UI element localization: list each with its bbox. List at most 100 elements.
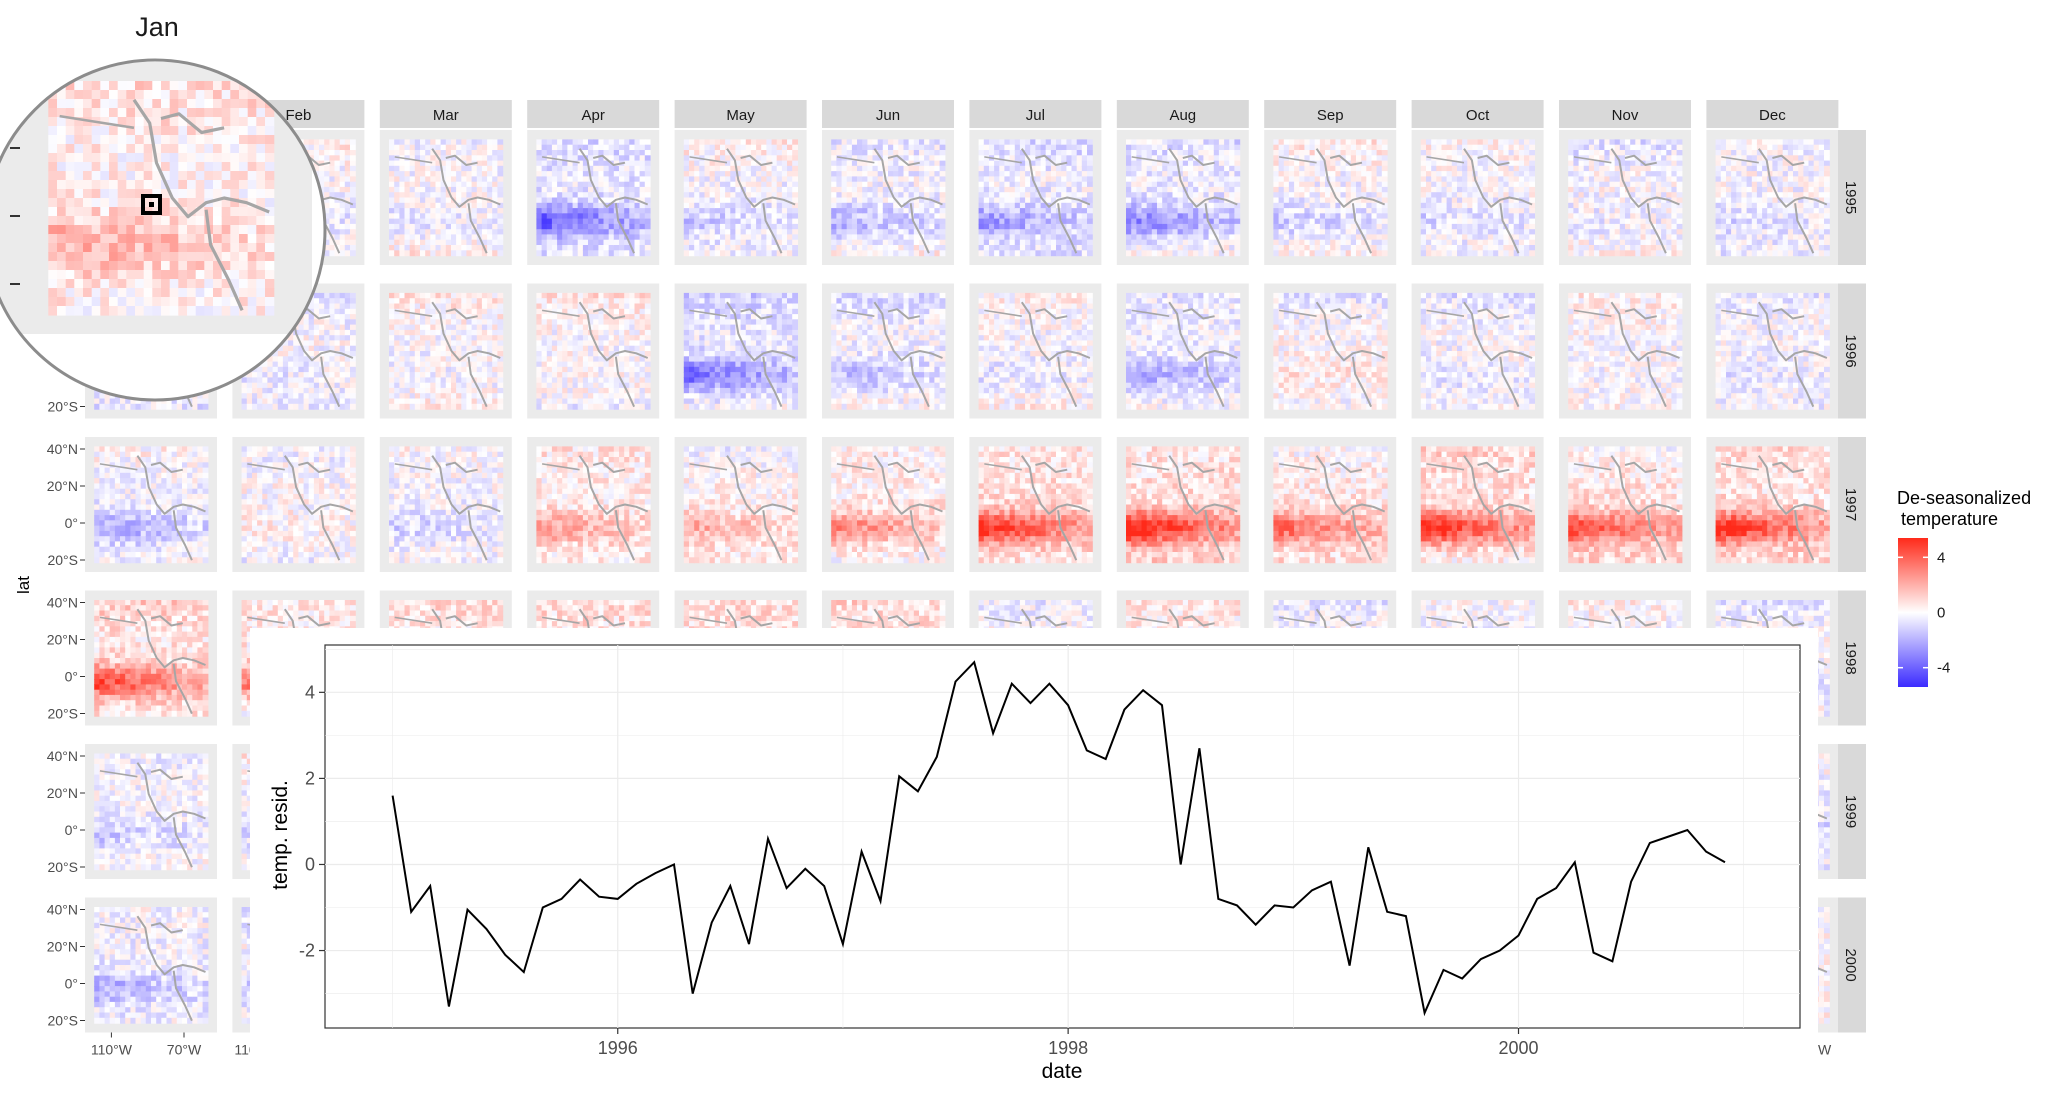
month-strip-oct: Oct [1412, 100, 1544, 128]
year-strip-label: 1995 [1842, 181, 1859, 214]
facet-panel-nov-1995 [1559, 130, 1691, 265]
lat-tick-label: 20°S [47, 399, 78, 415]
year-strip-1995: 1995 [1838, 130, 1866, 265]
month-strip-label: May [726, 107, 755, 124]
year-strip-2000: 2000 [1838, 898, 1866, 1033]
year-strip-1996: 1996 [1838, 284, 1866, 419]
facet-panel-oct-1995 [1412, 130, 1544, 265]
facet-panel-sep-1997 [1264, 437, 1396, 572]
month-strip-jul: Jul [969, 100, 1101, 128]
facet-panel-jun-1995 [822, 130, 954, 265]
year-strip-label: 1998 [1842, 641, 1859, 674]
lat-tick-label: 0° [65, 822, 78, 838]
year-strip-label: 1997 [1842, 488, 1859, 521]
month-strip-may: May [675, 100, 807, 128]
legend-tick-label: 0 [1937, 605, 1945, 622]
lat-tick-label: 20°N [47, 632, 78, 648]
facet-panel-dec-1996 [1706, 284, 1838, 419]
timeseries-chart: 1996 1998 2000 420-2 date temp. resid. [250, 628, 1818, 1091]
lon-tick-label: 70°W [167, 1042, 202, 1058]
facet-panel-may-1997 [675, 437, 807, 572]
lat-tick-label: 40°N [47, 902, 78, 918]
facet-panel-aug-1997 [1117, 437, 1249, 572]
month-strip-nov: Nov [1559, 100, 1691, 128]
year-strip-label: 1999 [1842, 795, 1859, 828]
month-strip-label: Nov [1612, 107, 1639, 124]
month-strip-mar: Mar [380, 100, 512, 128]
lat-tick-label: 20°S [47, 706, 78, 722]
lat-tick-label: 20°S [47, 552, 78, 568]
facet-panel-jun-1997 [822, 437, 954, 572]
lat-tick-label: 0° [65, 669, 78, 685]
lat-tick-label: 20°S [47, 1013, 78, 1029]
facet-panel-jan-1997 [85, 437, 217, 572]
facet-panel-nov-1996 [1559, 284, 1691, 419]
month-strip-label: Dec [1759, 107, 1786, 124]
facet-panel-jul-1995 [969, 130, 1101, 265]
month-strip-label: Apr [582, 107, 605, 124]
lat-tick-label: 40°N [47, 441, 78, 457]
month-strip-jun: Jun [822, 100, 954, 128]
legend-tick-label: 4 [1937, 549, 1945, 566]
facet-panel-aug-1996 [1117, 284, 1249, 419]
facet-panel-nov-1997 [1559, 437, 1691, 572]
facet-panel-feb-1997 [232, 437, 364, 572]
facet-panel-jan-2000 [85, 898, 217, 1033]
zoom-title: Jan [135, 12, 179, 42]
legend-tick-label: -4 [1937, 660, 1950, 677]
legend: De-seasonalized temperature 4 0 -4 [1897, 488, 2031, 687]
lon-tick-label-partial-right: W [1818, 1042, 1832, 1058]
facet-panel-jan-1999 [85, 744, 217, 879]
timeseries-x-tick-label: 1998 [1048, 1038, 1088, 1058]
month-strip-sep: Sep [1264, 100, 1396, 128]
year-strip-1999: 1999 [1838, 744, 1866, 879]
timeseries-x-tick-label: 1996 [598, 1038, 638, 1058]
month-strip-label: Oct [1466, 107, 1490, 124]
facet-panel-may-1995 [675, 130, 807, 265]
timeseries-y-tick-label: 0 [305, 854, 315, 874]
month-strip-label: Jul [1026, 107, 1045, 124]
y-axis-label: lat [14, 576, 33, 594]
facet-panel-apr-1995 [527, 130, 659, 265]
facet-panel-mar-1996 [380, 284, 512, 419]
month-strip-label: Mar [433, 107, 459, 124]
month-strip-aug: Aug [1117, 100, 1249, 128]
facet-panel-apr-1997 [527, 437, 659, 572]
month-strip-label: Aug [1169, 107, 1196, 124]
month-strip-label: Feb [285, 107, 311, 124]
facet-panel-oct-1997 [1412, 437, 1544, 572]
facet-panel-oct-1996 [1412, 284, 1544, 419]
facet-panel-apr-1996 [527, 284, 659, 419]
timeseries-y-tick-label: 4 [305, 682, 315, 702]
facet-panel-sep-1996 [1264, 284, 1396, 419]
timeseries-y-tick-label: -2 [299, 941, 315, 961]
facet-panel-jan-1998 [85, 591, 217, 726]
facet-panel-may-1996 [675, 284, 807, 419]
lat-tick-label: 20°N [47, 939, 78, 955]
facet-panel-jul-1997 [969, 437, 1101, 572]
lat-tick-label: 0° [65, 515, 78, 531]
year-strip-1997: 1997 [1838, 437, 1866, 572]
lat-tick-label: 20°N [47, 478, 78, 494]
lat-tick-label: 20°N [47, 785, 78, 801]
facet-panel-jul-1996 [969, 284, 1101, 419]
lat-tick-label: 40°N [47, 748, 78, 764]
facet-panel-mar-1995 [380, 130, 512, 265]
timeseries-x-label: date [1042, 1060, 1083, 1083]
legend-title-line1: De-seasonalized [1897, 488, 2031, 508]
month-strip-apr: Apr [527, 100, 659, 128]
timeseries-y-label: temp. resid. [269, 780, 292, 890]
year-strip-1998: 1998 [1838, 591, 1866, 726]
lat-tick-label: 20°S [47, 859, 78, 875]
facet-panel-aug-1995 [1117, 130, 1249, 265]
month-strip-dec: Dec [1706, 100, 1838, 128]
year-strip-label: 1996 [1842, 334, 1859, 367]
timeseries-y-tick-label: 2 [305, 768, 315, 788]
year-strip-label: 2000 [1842, 948, 1859, 981]
lon-tick-label: 110°W [91, 1042, 133, 1058]
legend-title-line2: temperature [1901, 509, 1998, 529]
lat-tick-label: 0° [65, 976, 78, 992]
facet-panel-mar-1997 [380, 437, 512, 572]
facet-panel-jun-1996 [822, 284, 954, 419]
